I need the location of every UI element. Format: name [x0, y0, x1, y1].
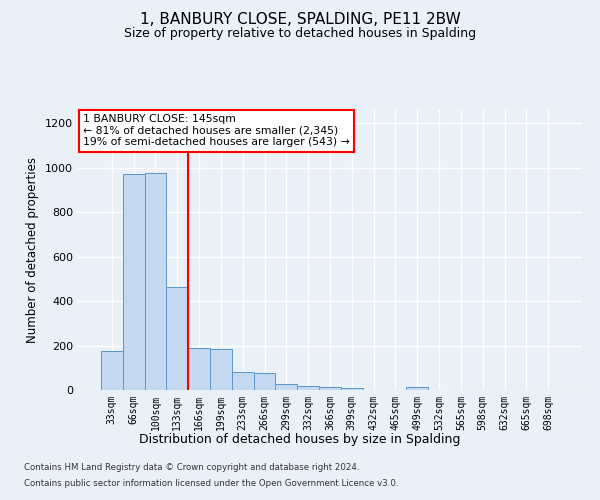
Bar [341, 388, 363, 390]
Y-axis label: Number of detached properties: Number of detached properties [26, 157, 40, 343]
Bar [254, 374, 275, 390]
Bar [145, 174, 166, 390]
Bar [188, 348, 210, 390]
Bar [210, 349, 232, 390]
Bar [319, 386, 341, 390]
Bar [406, 388, 428, 390]
Text: Contains public sector information licensed under the Open Government Licence v3: Contains public sector information licen… [24, 478, 398, 488]
Bar [232, 372, 254, 390]
Text: Contains HM Land Registry data © Crown copyright and database right 2024.: Contains HM Land Registry data © Crown c… [24, 464, 359, 472]
Text: 1, BANBURY CLOSE, SPALDING, PE11 2BW: 1, BANBURY CLOSE, SPALDING, PE11 2BW [140, 12, 460, 28]
Bar [101, 351, 123, 390]
Bar [123, 174, 145, 390]
Text: Distribution of detached houses by size in Spalding: Distribution of detached houses by size … [139, 432, 461, 446]
Text: Size of property relative to detached houses in Spalding: Size of property relative to detached ho… [124, 28, 476, 40]
Text: 1 BANBURY CLOSE: 145sqm
← 81% of detached houses are smaller (2,345)
19% of semi: 1 BANBURY CLOSE: 145sqm ← 81% of detache… [83, 114, 350, 148]
Bar [166, 286, 188, 390]
Bar [297, 386, 319, 390]
Bar [275, 384, 297, 390]
